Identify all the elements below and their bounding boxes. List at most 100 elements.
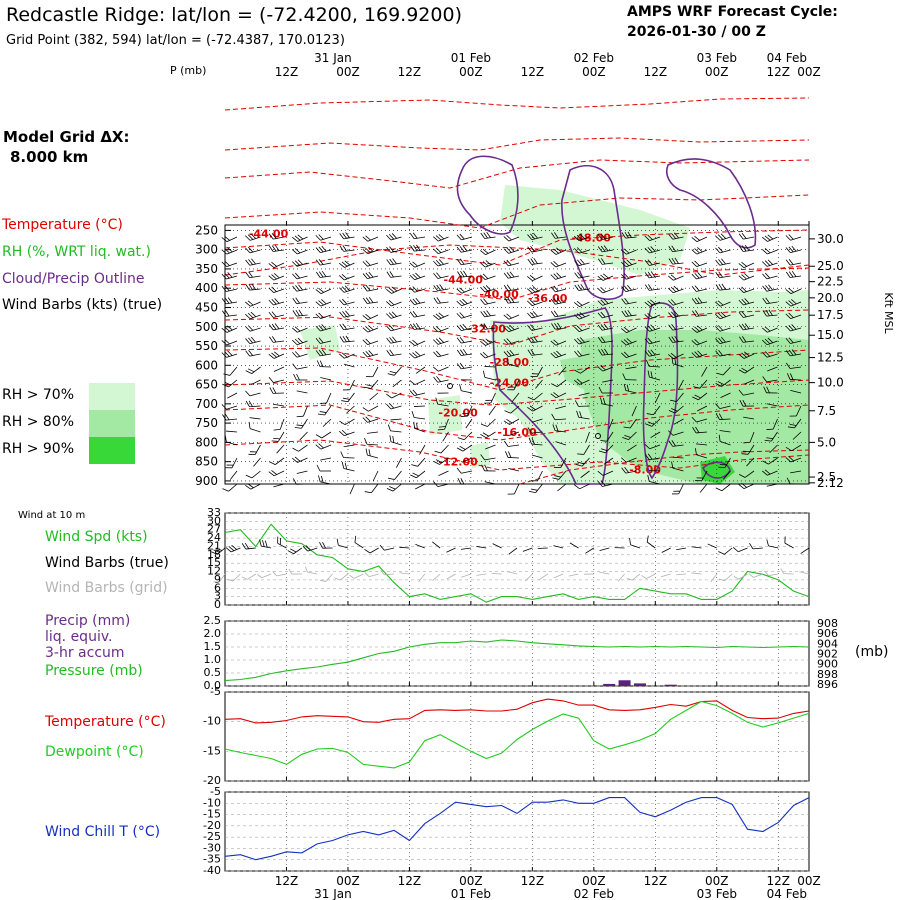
barb-179-feather-1 (318, 324, 324, 331)
barb-100-staff (226, 288, 238, 292)
barb-226-staff (249, 353, 261, 357)
barb-67-feather-1 (623, 260, 630, 267)
barb-84-staff (437, 275, 449, 279)
surface-barb-grid-staff-25 (599, 571, 610, 575)
wind-barbs-profile (221, 231, 802, 495)
barb-367-feather-0 (623, 426, 631, 429)
surface-barb-grid-staff-1 (232, 573, 241, 582)
barb-284-feather-0 (433, 376, 439, 383)
barb-162-feather-0 (503, 314, 510, 320)
panel-ytick-precip_pressure-3: 1.5 (204, 640, 222, 653)
barb-419-feather-0 (668, 440, 673, 447)
barb-72-feather-1 (741, 261, 747, 267)
barb-207-feather-2 (392, 336, 397, 343)
barb-235-staff (461, 353, 473, 356)
barb-89-staff (555, 275, 567, 280)
barb-61-feather-2 (485, 260, 492, 266)
barb-112-feather-0 (503, 285, 509, 291)
surface-barb-grid-9 (349, 573, 364, 579)
surface-barb-true-35-staff (752, 547, 763, 550)
barb-448-feather-0 (762, 460, 769, 465)
barb-404-feather-1 (318, 443, 324, 449)
barb-200 (221, 339, 238, 346)
barb-224 (785, 337, 802, 344)
barb-123-feather-0 (762, 285, 768, 292)
barb-448 (762, 457, 778, 465)
barb-273-staff (767, 366, 778, 372)
barb-108-feather-0 (409, 287, 415, 293)
barb-107 (386, 286, 402, 294)
rh-region-0 (500, 185, 690, 275)
barb-157-feather-0 (386, 313, 392, 319)
barb-239-staff (555, 353, 567, 359)
label-dewpoint: Dewpoint (°C) (45, 744, 144, 760)
isotherm-5 (224, 229, 810, 266)
barb-473-feather-0 (762, 470, 768, 476)
barb-81-feather-2 (368, 271, 374, 278)
barb-19-staff (672, 236, 684, 240)
barb-287-feather-1 (508, 386, 516, 388)
surface-barb-grid-feather-34 (733, 576, 740, 580)
barb-222-staff (743, 340, 755, 343)
barb-323 (763, 386, 778, 394)
barb-307-feather-0 (386, 393, 392, 399)
pressure-tick-label-400: 400 (195, 281, 218, 295)
barb-104-feather-0 (315, 289, 322, 294)
barb-211 (480, 338, 496, 346)
barb-440-staff (581, 457, 590, 467)
barb-35-feather-0 (456, 246, 462, 253)
barb-266-feather-0 (597, 366, 604, 372)
barb-305-feather-1 (343, 397, 350, 400)
barb-439-feather-0 (553, 466, 561, 469)
surface-barb-grid-feather-10 (364, 572, 370, 577)
barb-49-feather-1 (788, 246, 794, 253)
series-temp_dew-1 (224, 700, 810, 769)
barb-26-feather-1 (248, 246, 254, 253)
barb-177-feather-1 (271, 323, 277, 330)
barb-192-feather-0 (621, 328, 627, 333)
panel-ytick-windchill-6: -10 (203, 796, 221, 809)
barb-335-feather-1 (462, 412, 469, 415)
barb-215 (574, 337, 590, 345)
barb-382 (387, 424, 402, 433)
barb-430-feather-0 (340, 451, 344, 458)
barb-123 (762, 284, 778, 292)
barb-39-feather-1 (553, 248, 559, 254)
surface-barb-true-6-feather-0 (302, 546, 308, 552)
barb-44-feather-1 (671, 245, 676, 252)
barb-455-feather-0 (341, 461, 345, 469)
barb-355-feather-0 (339, 420, 346, 426)
barb-268-staff (648, 365, 661, 368)
surface-barb-true-33-feather-0 (718, 551, 725, 555)
barb-25-staff (226, 249, 238, 255)
barb-135-feather-1 (459, 299, 465, 306)
barb-42-feather-1 (623, 248, 630, 254)
label-wind-chill: Wind Chill T (°C) (45, 824, 161, 840)
barb-417 (627, 444, 637, 452)
barb-92-feather-1 (623, 273, 630, 279)
barb-67-feather-0 (621, 261, 627, 268)
barb-146-feather-0 (715, 301, 721, 307)
barb-211-feather-0 (480, 340, 486, 346)
rh-region-5 (428, 395, 462, 435)
barb-192-staff (626, 327, 637, 334)
barb-217-feather-1 (623, 339, 630, 345)
barb-96-feather-1 (718, 271, 723, 278)
barb-230-staff (344, 353, 355, 359)
barb-220 (691, 339, 708, 346)
surface-barb-true-9 (354, 535, 364, 549)
surface-barb-grid-staff-6 (307, 571, 318, 575)
barb-428-staff (297, 457, 308, 463)
barb-54-feather-1 (318, 258, 324, 265)
barb-94-feather-0 (668, 275, 674, 281)
surface-barb-true-20-staff (522, 547, 533, 552)
barb-216-feather-1 (600, 336, 606, 343)
barb-168-feather-0 (644, 314, 651, 320)
barb-230-feather-1 (341, 352, 348, 358)
barb-162 (503, 313, 520, 320)
barb-171-feather-2 (720, 311, 727, 318)
barb-404 (315, 443, 332, 450)
barb-229-feather-2 (321, 349, 327, 356)
barb-41-feather-2 (603, 245, 609, 252)
barb-117-feather-1 (624, 285, 630, 292)
